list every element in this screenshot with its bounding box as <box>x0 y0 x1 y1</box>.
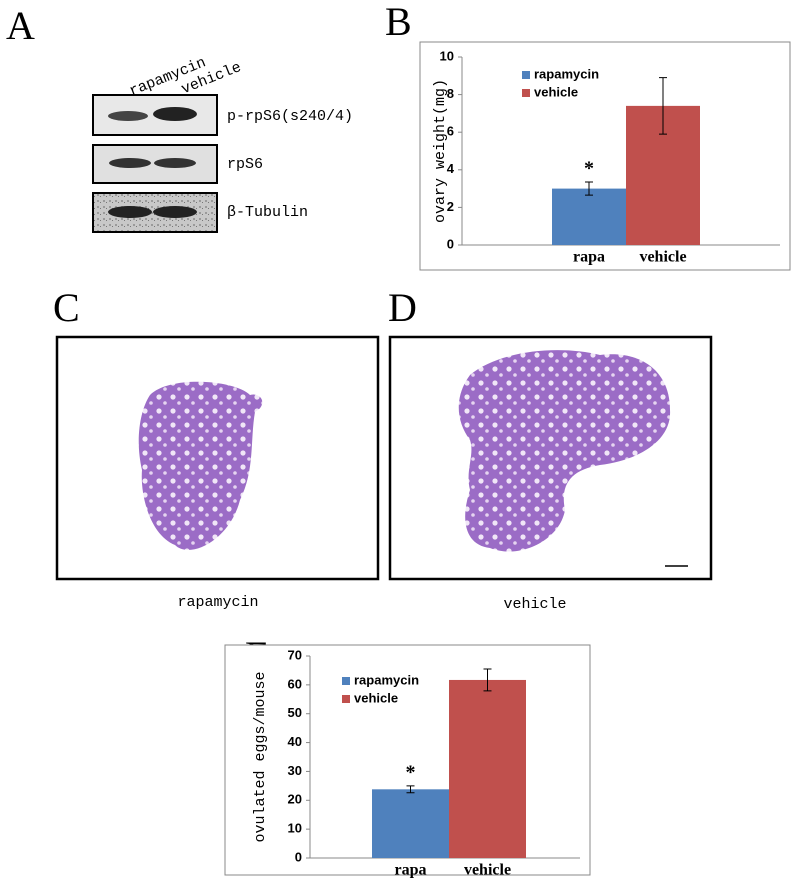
y-tick-label: 0 <box>447 236 454 251</box>
panel-letter: C <box>53 285 80 330</box>
panel-letter: A <box>6 3 35 48</box>
y-tick-label: 2 <box>447 199 454 214</box>
error-bar <box>406 785 415 794</box>
blot-rows <box>92 94 218 233</box>
legend-swatch <box>342 677 350 685</box>
legend-swatch <box>342 695 350 703</box>
annotation: * <box>406 761 416 783</box>
ovary-section <box>138 381 263 550</box>
y-tick-label: 6 <box>447 124 454 139</box>
x-tick-label: rapa <box>573 249 605 266</box>
y-tick-label: 50 <box>288 705 302 720</box>
error-bar <box>483 668 492 692</box>
blot-label: β-Tubulin <box>227 204 308 221</box>
y-tick-label: 20 <box>288 792 302 807</box>
x-tick-label: rapa <box>395 862 427 879</box>
y-axis-label: ovary weight(mg) <box>432 79 449 223</box>
x-tick-label: vehicle <box>639 249 686 266</box>
error-bar <box>659 77 667 135</box>
legend-label: vehicle <box>534 84 578 99</box>
y-tick-label: 30 <box>288 763 302 778</box>
panel-letter: D <box>388 285 417 330</box>
y-tick-label: 8 <box>447 86 454 101</box>
bar <box>552 188 626 245</box>
y-tick-label: 10 <box>288 821 302 836</box>
bar <box>449 679 526 858</box>
y-tick-label: 0 <box>295 849 302 864</box>
y-tick-label: 60 <box>288 676 302 691</box>
legend-label: rapamycin <box>354 672 419 687</box>
annotation: * <box>584 158 594 180</box>
y-tick-label: 70 <box>288 647 302 662</box>
legend-label: rapamycin <box>534 66 599 81</box>
ovary-section <box>458 350 671 552</box>
legend-swatch <box>522 89 530 97</box>
y-tick-label: 10 <box>440 48 454 63</box>
y-tick-label: 4 <box>447 161 455 176</box>
image-caption: rapamycin <box>177 594 258 611</box>
panel-letter: B <box>385 0 412 44</box>
error-bar <box>585 181 593 196</box>
y-axis-label: ovulated eggs/mouse <box>252 671 269 842</box>
image-caption: vehicle <box>503 596 566 613</box>
blot-label: p-rpS6(s240/4) <box>227 108 353 125</box>
y-tick-label: 40 <box>288 734 302 749</box>
bar <box>372 789 449 858</box>
legend-swatch <box>522 71 530 79</box>
blot-label: rpS6 <box>227 156 263 173</box>
legend-label: vehicle <box>354 690 398 705</box>
x-tick-label: vehicle <box>464 862 511 879</box>
